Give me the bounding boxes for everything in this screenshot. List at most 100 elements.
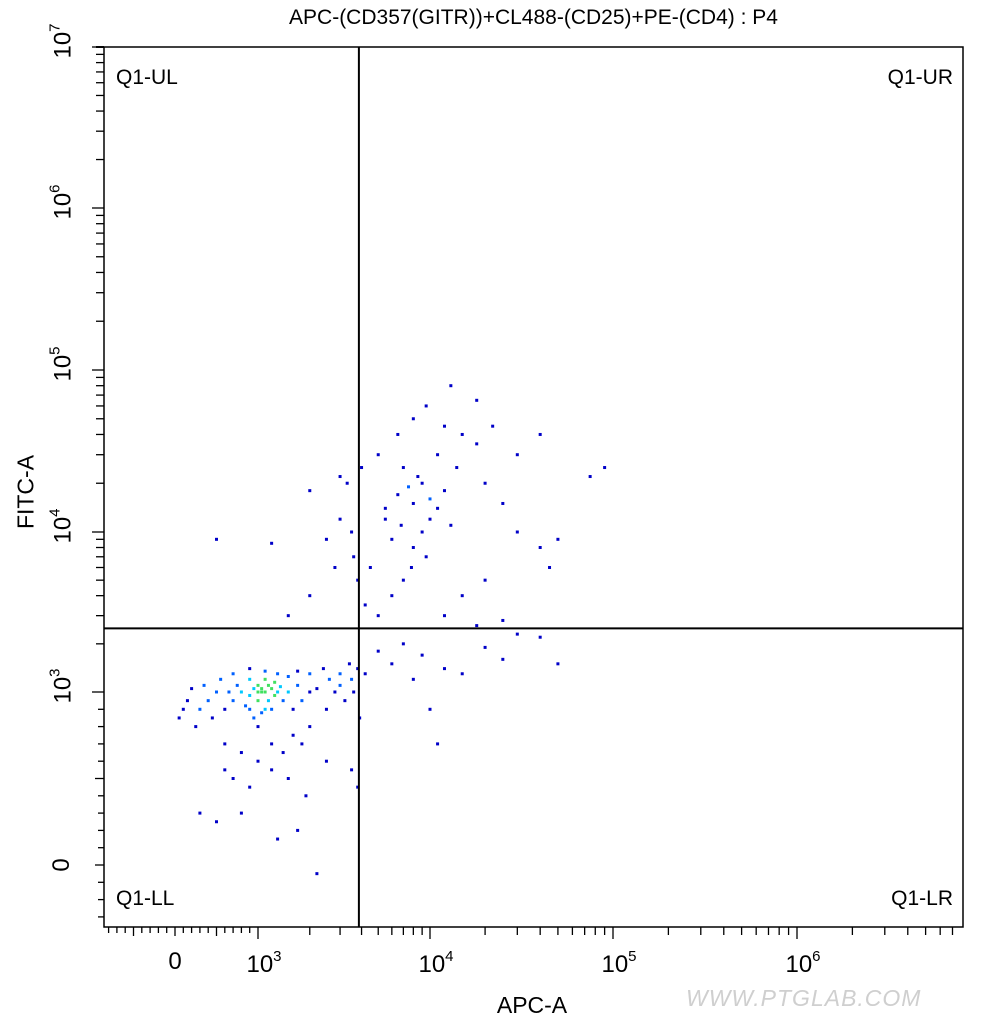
data-point (538, 635, 542, 639)
data-point (235, 683, 239, 687)
chart-title: APC-(CD357(GITR))+CL488-(CD25)+PE-(CD4) … (289, 6, 778, 29)
data-point (436, 742, 440, 746)
tick-exponent: 4 (46, 508, 64, 517)
data-point (356, 667, 360, 671)
data-point (206, 699, 210, 703)
data-point (338, 517, 342, 521)
data-point (333, 690, 337, 694)
data-point (202, 683, 206, 687)
data-point (501, 501, 505, 505)
data-point (501, 657, 505, 661)
data-point (475, 442, 479, 446)
tick-base: 10 (601, 951, 629, 978)
data-point (338, 672, 342, 676)
y-axis-label: FITC-A (12, 454, 39, 530)
data-point (455, 466, 459, 470)
data-point (350, 768, 354, 772)
data-point (449, 384, 453, 388)
x-tick-label: 104 (418, 948, 453, 979)
data-point (308, 690, 312, 694)
data-point (244, 704, 248, 708)
data-point (333, 565, 337, 569)
data-point (436, 506, 440, 510)
data-point (460, 594, 464, 598)
data-point (185, 699, 189, 703)
x-tick-label: 106 (785, 948, 820, 979)
data-point (356, 785, 360, 789)
data-point (396, 493, 400, 497)
data-point (263, 677, 267, 681)
data-point (420, 481, 424, 485)
data-point (219, 677, 223, 681)
y-tick-label: 104 (47, 508, 78, 543)
data-point (407, 485, 411, 489)
data-point (603, 466, 607, 470)
y-tick-label: 106 (47, 184, 78, 219)
data-point (248, 677, 252, 681)
data-point (515, 632, 519, 636)
data-point (475, 624, 479, 628)
data-point (256, 725, 260, 729)
data-point (260, 690, 264, 694)
data-point (399, 523, 403, 527)
data-point (442, 667, 446, 671)
tick-base: 10 (49, 516, 77, 544)
data-point (239, 751, 243, 755)
data-point (442, 424, 446, 428)
data-point (324, 707, 328, 711)
data-point (356, 578, 360, 582)
data-point (260, 711, 264, 715)
data-point (420, 530, 424, 534)
data-point (411, 501, 415, 505)
tick-base: 10 (49, 192, 77, 220)
data-point (256, 759, 260, 763)
data-point (260, 687, 264, 691)
data-point (252, 687, 256, 691)
data-point (424, 555, 428, 559)
y-tick-label: 103 (47, 668, 78, 703)
data-point (556, 537, 560, 541)
quadrant-label-ul: Q1-UL (116, 66, 178, 89)
data-point (327, 677, 331, 681)
data-point (177, 716, 181, 720)
x-tick-label: 103 (246, 948, 281, 979)
tick-base: 0 (168, 948, 182, 975)
data-point (442, 489, 446, 493)
data-point (239, 811, 243, 815)
data-point (460, 432, 464, 436)
data-point (248, 693, 252, 697)
data-point (324, 537, 328, 541)
data-point (409, 565, 413, 569)
data-point (266, 699, 270, 703)
data-point (223, 768, 227, 772)
data-point (501, 618, 505, 622)
data-point (538, 432, 542, 436)
tick-base: 10 (246, 951, 274, 978)
tick-exponent: 7 (46, 23, 64, 32)
data-point (304, 794, 308, 798)
data-point (588, 475, 592, 479)
data-point (270, 742, 274, 746)
data-point (296, 669, 300, 673)
data-point (248, 707, 252, 711)
data-point (401, 578, 405, 582)
quadrant-label-ur: Q1-UR (887, 66, 953, 89)
data-point (363, 672, 367, 676)
data-point (420, 653, 424, 657)
tick-base: 10 (49, 676, 77, 704)
data-point (321, 667, 325, 671)
data-point (194, 725, 198, 729)
data-point (352, 690, 356, 694)
data-point (278, 685, 282, 689)
data-point (263, 690, 267, 694)
data-point (416, 475, 420, 479)
data-point (273, 680, 277, 684)
data-point (286, 674, 290, 678)
data-point (428, 517, 432, 521)
data-point (227, 690, 231, 694)
data-point (390, 537, 394, 541)
data-point (252, 716, 256, 720)
quadrant-label-lr: Q1-LR (891, 887, 953, 910)
data-point (231, 699, 235, 703)
